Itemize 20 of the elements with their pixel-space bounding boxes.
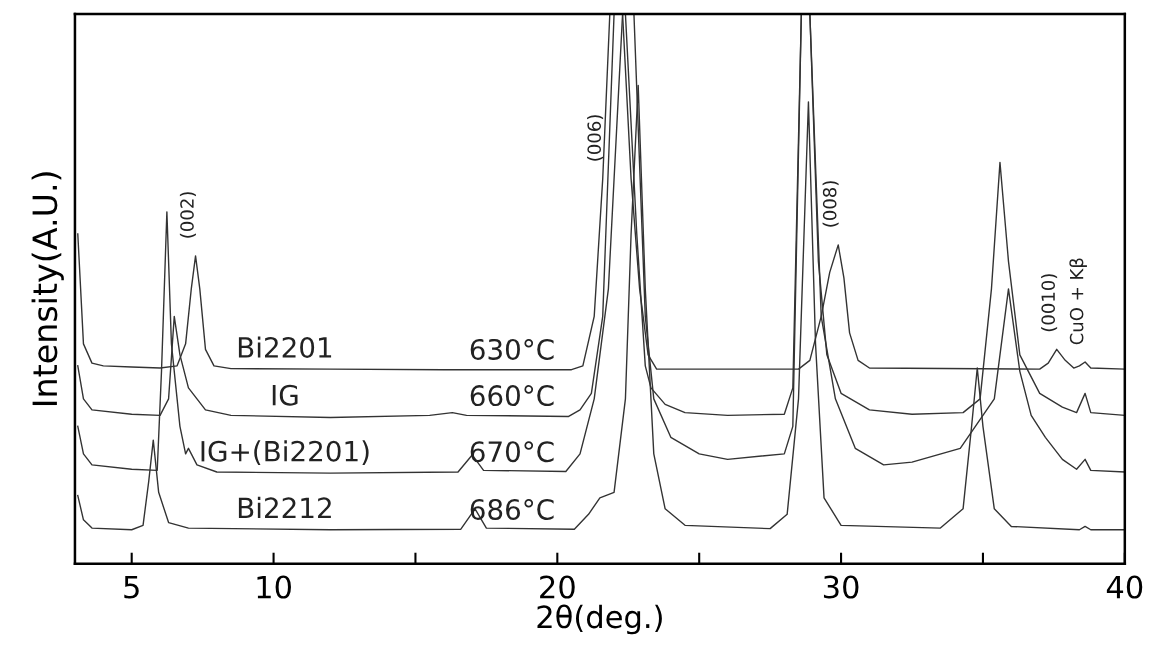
annotation: 670°C — [470, 441, 554, 463]
x-tick-label: 30 — [823, 575, 859, 599]
x-tick-label: 20 — [540, 575, 575, 599]
series-label: Bi2201 — [238, 336, 332, 359]
annotation: 686°C — [470, 498, 554, 520]
annotation: CuO + Kβ — [1069, 258, 1087, 345]
series-label: IG+(Bi2201) — [201, 440, 369, 466]
annotation: (008) — [822, 181, 839, 227]
annotation: (0010) — [1041, 274, 1058, 332]
y-axis-title: Intensity(A.U.) — [31, 172, 64, 406]
annotation: 660°C — [470, 385, 554, 407]
x-tick-label: 40 — [1106, 575, 1143, 599]
x-axis-title: 2θ(deg.) — [537, 604, 662, 635]
x-tick-label: 5 — [124, 575, 139, 599]
series-label: Bi2212 — [238, 496, 331, 518]
annotation: 630°C — [470, 338, 554, 360]
x-tick-label: 10 — [257, 575, 291, 599]
series-label: IG — [272, 384, 298, 406]
annotation: (006) — [587, 115, 604, 161]
annotation: (002) — [179, 192, 196, 238]
